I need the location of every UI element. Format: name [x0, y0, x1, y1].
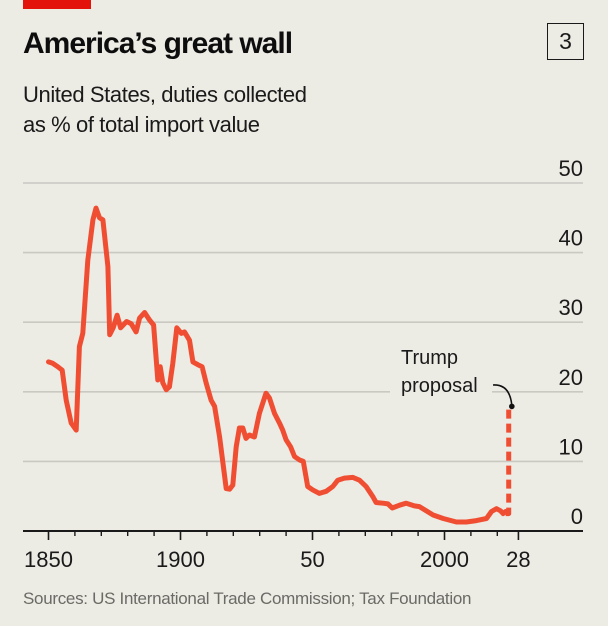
y-tick-label: 0 — [571, 504, 583, 529]
y-tick-label: 30 — [559, 295, 583, 320]
brand-red-tag — [23, 0, 91, 9]
x-axis: 1850 1900 50 2000 28 — [23, 530, 583, 572]
subtitle-line-1: United States, duties collected — [23, 82, 307, 107]
subtitle-line-2: as % of total import value — [23, 112, 260, 137]
x-tick-label: 1850 — [24, 547, 73, 572]
x-tick-label: 28 — [506, 547, 530, 572]
y-axis: 0 10 20 30 40 50 — [559, 156, 583, 529]
annotation-group: Trump proposal — [401, 347, 515, 410]
annotation-label-line-2: proposal — [401, 375, 478, 397]
annotation-leader-line — [492, 384, 513, 406]
x-tick-label: 2000 — [420, 547, 469, 572]
annotation-label-line-1: Trump — [401, 347, 458, 369]
chart-number-badge: 3 — [547, 23, 584, 60]
source-note: Sources: US International Trade Commissi… — [23, 589, 472, 608]
chart-title: America’s great wall — [23, 27, 293, 60]
y-tick-label: 50 — [559, 156, 583, 181]
x-tick-label: 50 — [300, 547, 324, 572]
y-tick-label: 10 — [559, 434, 583, 459]
series-line-duties — [46, 205, 509, 525]
y-tick-label: 40 — [559, 226, 583, 251]
annotation-dot — [509, 403, 515, 410]
y-tick-label: 20 — [559, 365, 583, 390]
series-group — [46, 205, 512, 525]
chart-subtitle: United States, duties collected as % of … — [23, 80, 423, 140]
series-line-proposal — [505, 403, 512, 517]
x-tick-label: 1900 — [156, 547, 205, 572]
